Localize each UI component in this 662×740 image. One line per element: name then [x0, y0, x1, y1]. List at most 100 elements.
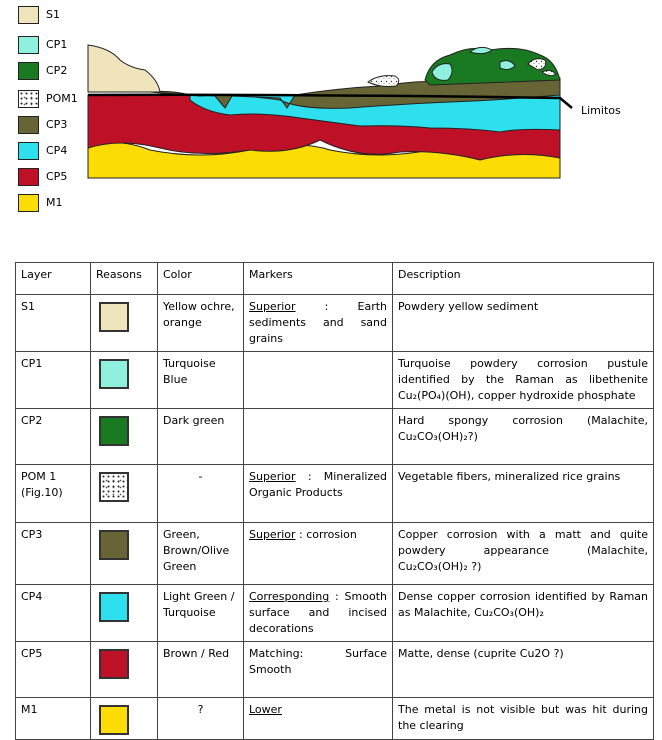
color-swatch: [99, 416, 129, 446]
stratigraphy-diagram: Limitos: [87, 44, 621, 179]
color-cell: Yellow ochre, orange: [157, 294, 244, 352]
legend-swatch: [18, 168, 39, 186]
markers-cell: Superior : corrosion: [243, 522, 393, 585]
layer-cell: M1: [15, 697, 91, 740]
swatch-cell: [90, 697, 158, 740]
color-swatch: [99, 530, 129, 560]
header-cell: Description: [392, 262, 654, 295]
markers-cell: [243, 408, 393, 465]
marker-term: Corresponding: [249, 590, 330, 603]
table-row: CP4 Light Green / Turquoise Corresponding …: [15, 584, 654, 642]
description-cell: Matte, dense (cuprite Cu2O ?): [392, 641, 654, 698]
swatch-cell: [90, 584, 158, 642]
markers-cell: Matching: Surface Smooth: [243, 641, 393, 698]
legend-label: POM1: [46, 92, 78, 105]
layer-table: Layer Reasons Color Markers Description S1 Ye…: [15, 262, 654, 740]
legend-label: CP5: [46, 170, 68, 183]
layer-cell: CP2: [15, 408, 91, 465]
legend-swatch: [18, 142, 39, 160]
layer-s1: [87, 44, 161, 93]
legend-item: CP4: [18, 142, 108, 162]
marker-text: : corrosion: [299, 528, 357, 541]
markers-cell: [243, 351, 393, 409]
color-cell: Light Green / Turquoise: [157, 584, 244, 642]
legend-swatch: [18, 194, 39, 212]
header-cell: Markers: [243, 262, 393, 295]
description-cell: Copper corrosion with a matt and quite p…: [392, 522, 654, 585]
color-cell: Turquoise Blue: [157, 351, 244, 409]
swatch-cell: [90, 351, 158, 409]
header-cell: Reasons: [90, 262, 158, 295]
color-swatch: [99, 472, 129, 502]
header-cell: Color: [157, 262, 244, 295]
layer-cell: CP3: [15, 522, 91, 585]
table-row: CP2 Dark green Hard spongy corrosion (Mala…: [15, 408, 654, 465]
table-row: CP3 Green, Brown/Olive Green Superior : co…: [15, 522, 654, 585]
layer-pom1: [367, 58, 557, 87]
marker-term: Superior: [249, 470, 296, 483]
legend-label: CP2: [46, 64, 68, 77]
color-swatch: [99, 649, 129, 679]
legend-label: CP3: [46, 118, 68, 131]
color-swatch: [99, 592, 129, 622]
swatch-cell: [90, 522, 158, 585]
legend-item: S1: [18, 6, 108, 26]
description-cell: Turquoise powdery corrosion pustule iden…: [392, 351, 654, 409]
description-cell: Hard spongy corrosion (Malachite, Cu₂CO₃…: [392, 408, 654, 465]
layer-cell: CP1: [15, 351, 91, 409]
boundary-label: Limitos: [581, 104, 621, 117]
marker-text: Matching: Surface Smooth: [249, 647, 387, 676]
swatch-cell: [90, 408, 158, 465]
description-cell: The metal is not visible but was hit dur…: [392, 697, 654, 740]
description-cell: Powdery yellow sediment: [392, 294, 654, 352]
marker-term: Lower: [249, 703, 282, 716]
layer-cp1: [431, 46, 516, 81]
table-row: POM 1 (Fig.10) - Superior : Mineralized Or…: [15, 464, 654, 523]
color-cell: ?: [157, 697, 244, 740]
description-cell: Dense copper corrosion identified by Ram…: [392, 584, 654, 642]
legend-swatch: [18, 116, 39, 134]
markers-cell: Corresponding : Smooth surface and incis…: [243, 584, 393, 642]
color-cell: -: [157, 464, 244, 523]
markers-cell: Lower: [243, 697, 393, 740]
marker-term: Superior: [249, 300, 296, 313]
legend-label: S1: [46, 8, 60, 21]
legend-item: CP3: [18, 116, 108, 136]
color-swatch: [99, 302, 129, 332]
color-swatch: [99, 359, 129, 389]
table-row: CP5 Brown / Red Matching: Surface Smooth Ma…: [15, 641, 654, 698]
color-cell: Dark green: [157, 408, 244, 465]
swatch-cell: [90, 464, 158, 523]
legend-swatch: [18, 90, 39, 108]
layer-cell: CP5: [15, 641, 91, 698]
legend-item: POM1: [18, 90, 108, 110]
layer-cp4: [189, 94, 561, 133]
marker-text: : Mineralized Organic Products: [249, 470, 387, 499]
table-row: S1 Yellow ochre, orange Superior : Earth s…: [15, 294, 654, 352]
legend-label: CP4: [46, 144, 68, 157]
markers-cell: Superior : Earth sediments and sand grai…: [243, 294, 393, 352]
legend-label: CP1: [46, 38, 68, 51]
layer-cell: POM 1 (Fig.10): [15, 464, 91, 523]
header-row: Layer Reasons Color Markers Description: [15, 262, 654, 295]
color-swatch: [99, 705, 129, 735]
color-cell: Green, Brown/Olive Green: [157, 522, 244, 585]
legend-item: M1: [18, 194, 108, 214]
legend-item: CP1: [18, 36, 108, 56]
legend-swatch: [18, 6, 39, 24]
legend-item: CP2: [18, 62, 108, 82]
marker-term: Superior: [249, 528, 296, 541]
limit-line: [87, 93, 573, 109]
legend-swatch: [18, 36, 39, 54]
markers-cell: Superior : Mineralized Organic Products: [243, 464, 393, 523]
table-row: CP1 Turquoise Blue Turquoise powdery corro…: [15, 351, 654, 409]
legend-swatch: [18, 62, 39, 80]
legend-label: M1: [46, 196, 63, 209]
marker-text: : Earth sediments and sand grains: [249, 300, 387, 345]
description-cell: Vegetable fibers, mineralized rice grain…: [392, 464, 654, 523]
swatch-cell: [90, 641, 158, 698]
swatch-cell: [90, 294, 158, 352]
layer-cell: CP4: [15, 584, 91, 642]
color-cell: Brown / Red: [157, 641, 244, 698]
